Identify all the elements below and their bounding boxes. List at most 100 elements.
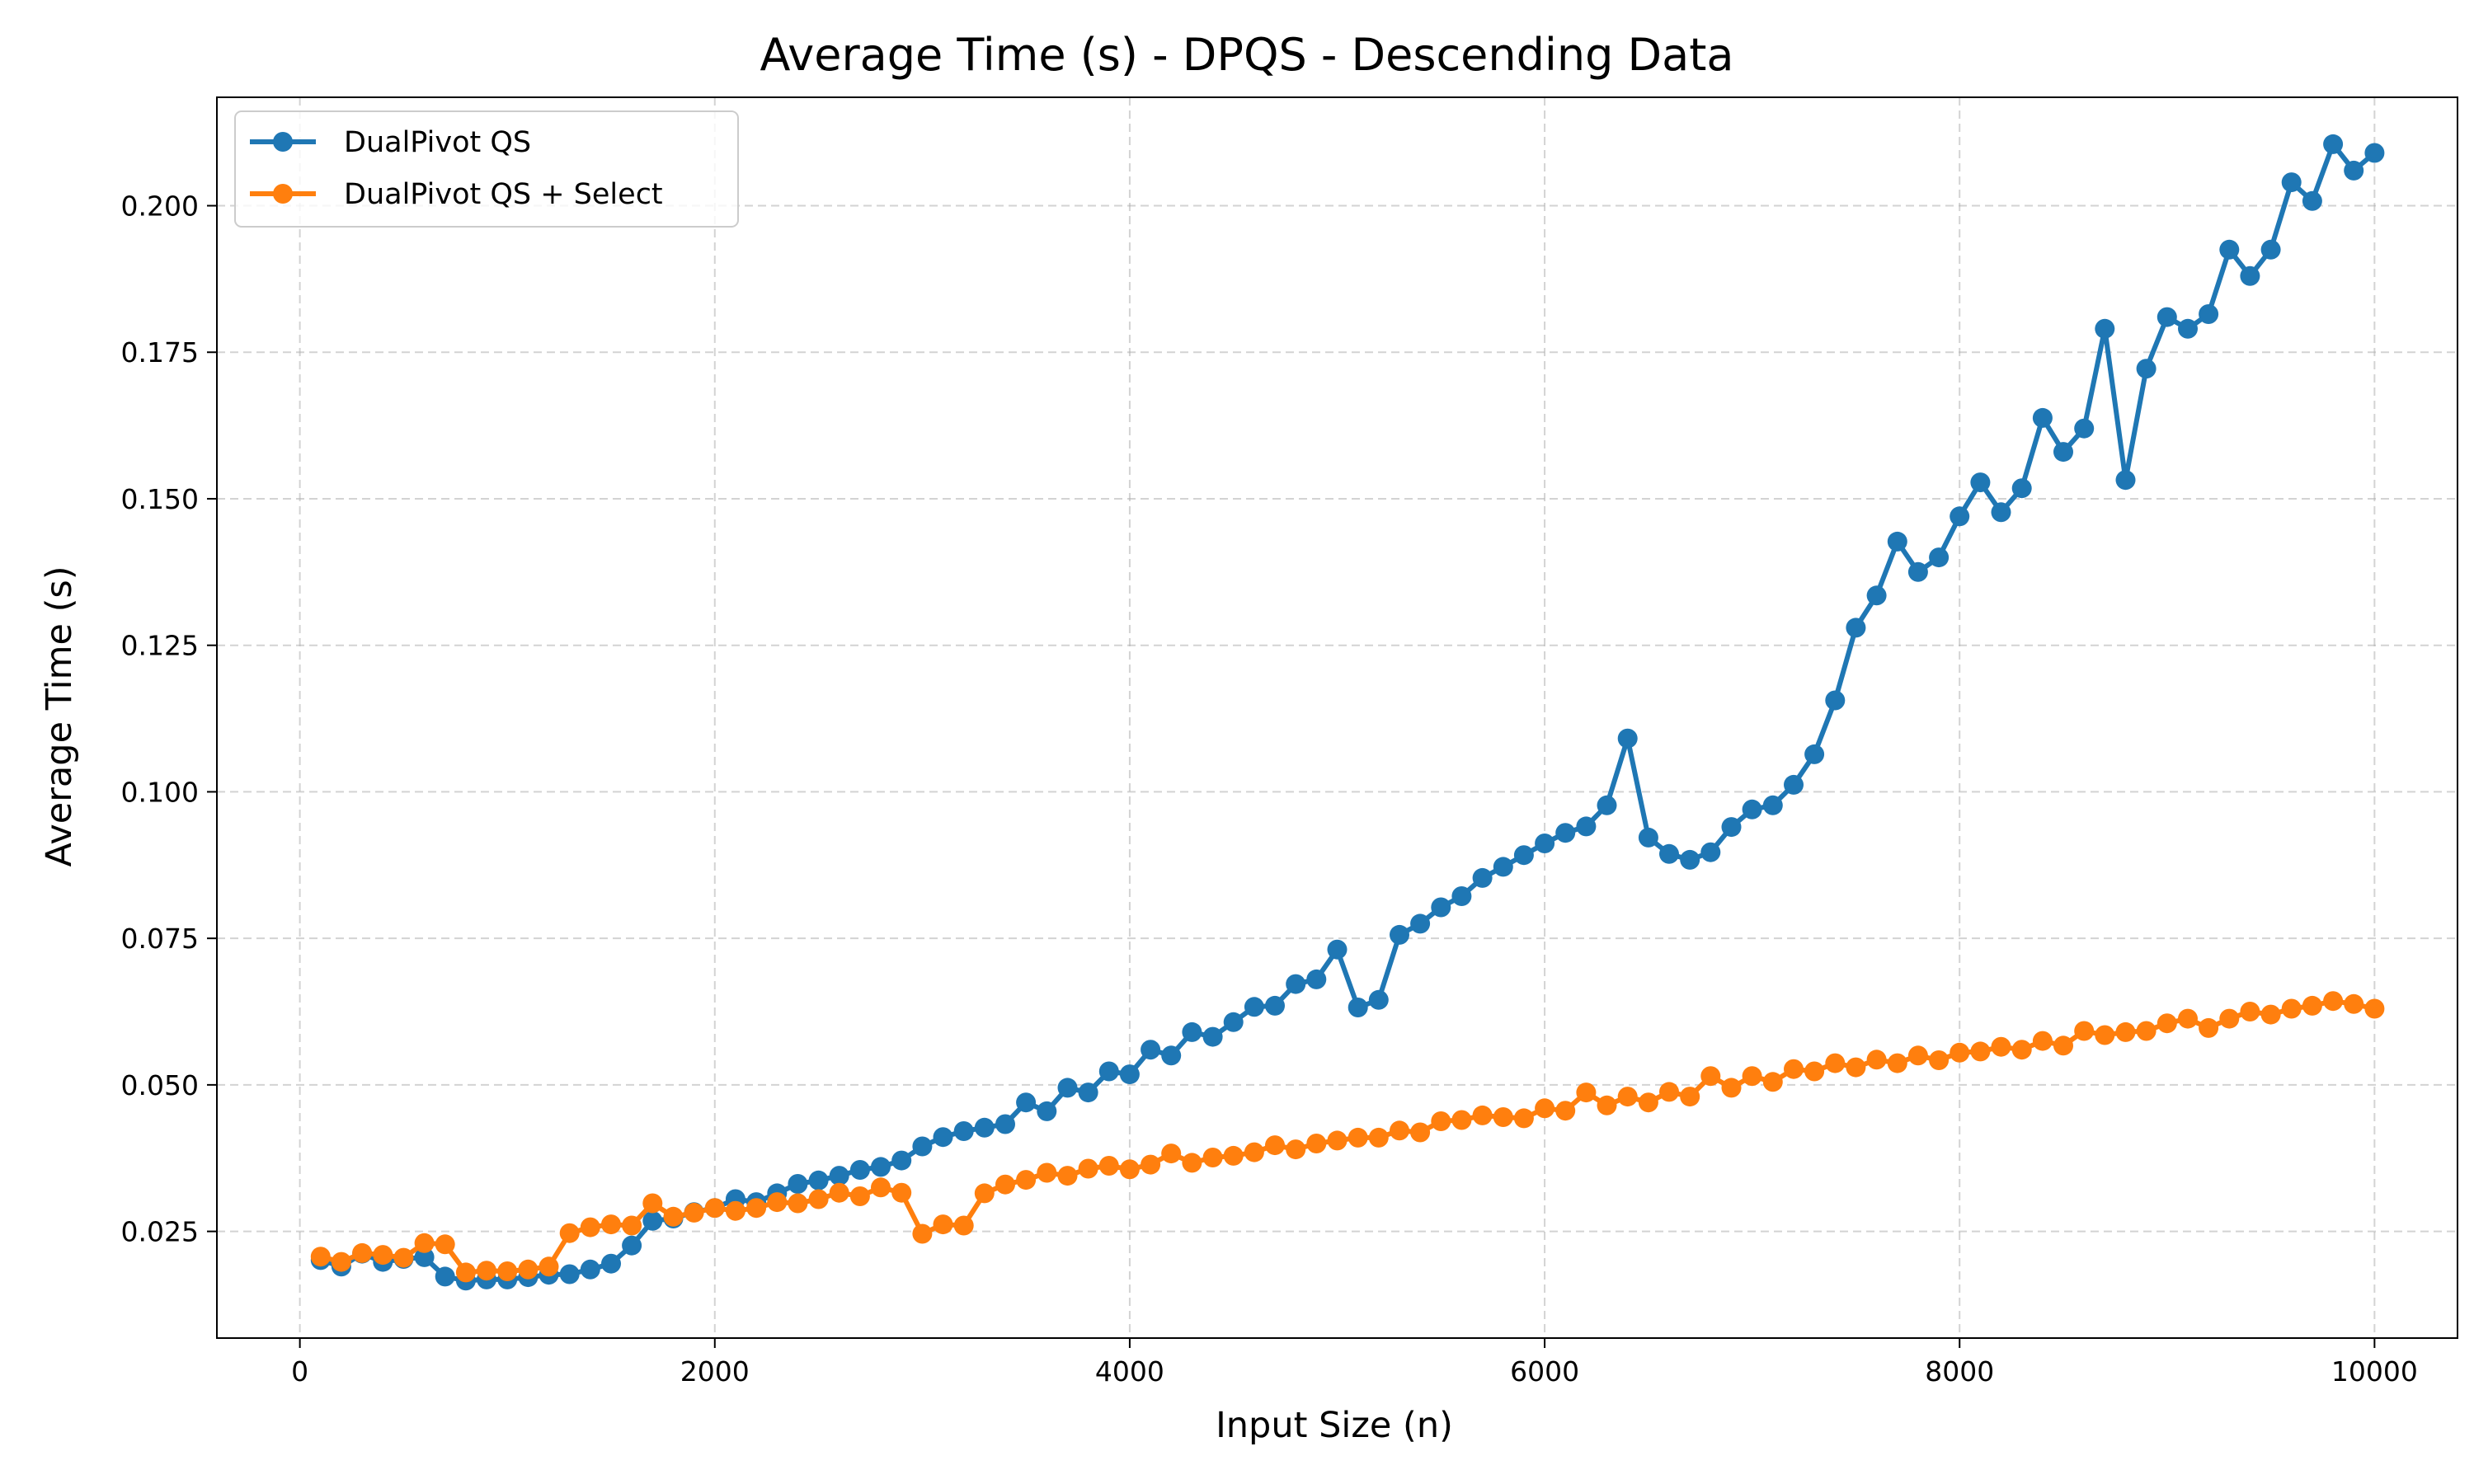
data-point — [1825, 690, 1846, 711]
data-point — [974, 1117, 995, 1138]
data-point — [1887, 531, 1907, 552]
data-point — [1223, 1012, 1244, 1032]
data-point — [1037, 1101, 1057, 1121]
data-point — [663, 1206, 684, 1227]
data-point — [2053, 442, 2073, 463]
data-point — [1617, 1087, 1638, 1107]
data-point — [849, 1160, 870, 1180]
data-point — [1161, 1045, 1182, 1066]
data-point — [2032, 407, 2053, 428]
data-point — [1493, 1107, 1513, 1127]
data-point — [2136, 1021, 2157, 1041]
data-point — [2053, 1036, 2073, 1056]
data-point — [2178, 1008, 2198, 1029]
data-point — [1327, 1130, 1348, 1151]
x-tick-label: 0 — [291, 1355, 308, 1388]
data-point — [1451, 1110, 1472, 1130]
data-point — [2011, 1040, 2032, 1060]
data-point — [1659, 843, 1679, 864]
data-point — [1680, 849, 1700, 870]
data-point — [725, 1200, 745, 1221]
data-point — [767, 1192, 788, 1213]
data-point — [414, 1233, 435, 1253]
data-point — [1182, 1153, 1202, 1173]
legend-label-dualpivot-qs-select: DualPivot QS + Select — [344, 178, 663, 211]
data-point — [622, 1215, 642, 1236]
data-point — [1493, 857, 1513, 877]
data-point — [1846, 1057, 1866, 1078]
data-point — [2157, 307, 2177, 327]
data-point — [1202, 1026, 1223, 1047]
data-point — [1141, 1154, 1161, 1175]
data-point — [1016, 1092, 1037, 1113]
data-point — [435, 1266, 455, 1287]
data-point — [331, 1252, 351, 1272]
x-tick-label: 8000 — [1925, 1355, 1994, 1388]
data-point — [310, 1247, 331, 1267]
chart-title: Average Time (s) - DPQS - Descending Dat… — [760, 29, 1733, 81]
data-point — [1078, 1082, 1098, 1103]
data-point — [1638, 827, 1658, 848]
data-point — [2115, 1021, 2136, 1042]
legend-marker-dualpivot-qs — [273, 132, 293, 152]
data-point — [1098, 1156, 1119, 1176]
y-tick-label: 0.175 — [121, 336, 199, 369]
data-point — [995, 1114, 1015, 1134]
data-point — [1555, 823, 1576, 843]
x-axis-ticks: 0 2000 4000 6000 8000 10000 — [291, 1338, 2418, 1388]
data-point — [518, 1259, 539, 1280]
data-point — [995, 1174, 1015, 1195]
data-point — [849, 1186, 870, 1206]
data-point — [2219, 239, 2240, 260]
legend: DualPivot QS DualPivot QS + Select — [234, 110, 739, 228]
data-point — [1141, 1040, 1161, 1060]
data-point — [1119, 1064, 1140, 1085]
y-tick-label: 0.150 — [121, 483, 199, 515]
data-point — [2364, 143, 2385, 163]
y-tick-label: 0.200 — [121, 190, 199, 223]
data-point — [1804, 744, 1825, 764]
data-point — [1950, 1042, 1970, 1063]
data-point — [2074, 1021, 2095, 1041]
x-tick-label: 4000 — [1095, 1355, 1164, 1388]
data-point — [1950, 506, 1970, 527]
data-point — [2095, 318, 2115, 339]
y-tick-label: 0.025 — [121, 1216, 199, 1248]
data-point — [746, 1198, 767, 1219]
data-point — [2178, 318, 2198, 339]
data-point — [497, 1261, 518, 1281]
data-point — [393, 1247, 414, 1268]
legend-marker-dualpivot-qs-select — [273, 184, 293, 204]
data-point — [1390, 1120, 1409, 1141]
data-point — [2323, 134, 2344, 154]
data-point — [1535, 834, 1555, 853]
data-point — [933, 1127, 953, 1148]
series-line-dualpivot-qs — [319, 141, 2377, 1284]
data-point — [1762, 1072, 1783, 1092]
data-point — [1742, 799, 1762, 819]
series-line-dualpivot-qs-select — [320, 998, 2376, 1275]
data-point — [1037, 1162, 1057, 1183]
data-point — [2199, 1017, 2219, 1038]
y-axis-ticks: 0.025 0.050 0.075 0.100 0.125 0.150 0.175 0.200 — [121, 190, 217, 1248]
data-point — [2219, 1008, 2240, 1029]
data-point — [1680, 1087, 1700, 1107]
data-point — [1742, 1066, 1762, 1087]
data-point — [1410, 913, 1431, 934]
data-point — [1244, 997, 1264, 1017]
data-point — [1327, 939, 1348, 960]
data-point — [1431, 897, 1451, 918]
data-point — [1970, 472, 1991, 493]
data-point — [580, 1217, 600, 1237]
data-point — [1597, 795, 1617, 815]
y-axis-label: Average Time (s) — [39, 566, 80, 866]
data-point — [352, 1242, 373, 1263]
x-axis-label: Input Size (n) — [1216, 1405, 1453, 1446]
data-point — [912, 1136, 933, 1157]
data-point — [829, 1166, 849, 1186]
data-point — [2095, 1025, 2115, 1045]
data-point — [933, 1214, 953, 1235]
data-point — [1659, 1082, 1679, 1102]
